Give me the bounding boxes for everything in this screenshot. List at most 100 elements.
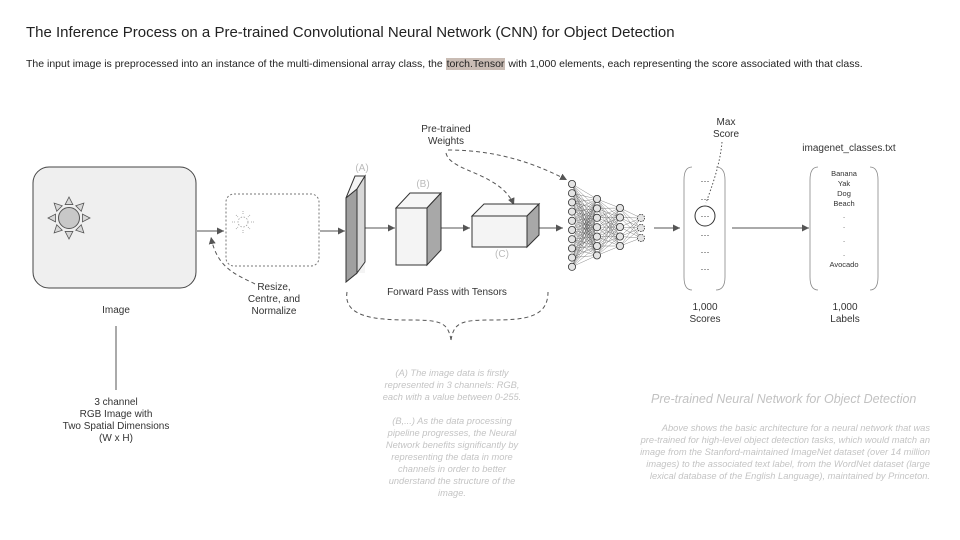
network-edge	[619, 217, 642, 247]
preprocess-label: Resize, Centre, and Normalize	[235, 282, 313, 318]
network-node	[616, 222, 625, 231]
weights-to-c-curve	[445, 152, 515, 206]
network-edge	[596, 217, 621, 256]
forward-pass-brace	[346, 291, 549, 341]
sun-ray	[53, 224, 63, 234]
note-line: pipeline progresses, the Neural	[387, 428, 517, 438]
class-vdots: . . . .	[814, 211, 874, 259]
network-edge	[571, 208, 598, 267]
side-note-line: Above shows the basic architecture for a…	[661, 423, 930, 433]
network-node	[568, 225, 577, 234]
network-edge	[596, 207, 621, 247]
tensor-b	[394, 191, 443, 267]
network-edge	[596, 236, 621, 256]
network-edge	[619, 217, 642, 237]
sun-icon	[47, 196, 91, 240]
network-edge	[571, 198, 598, 221]
network-edge	[596, 207, 621, 228]
labels-label-line: 1,000	[832, 302, 858, 313]
weights-line: Weights	[428, 136, 464, 147]
side-note-line: lexical database of the English Language…	[649, 471, 930, 481]
preprocess-line: Normalize	[251, 306, 297, 317]
side-title: Pre-trained Neural Network for Object De…	[651, 392, 917, 406]
scores-label-line: Scores	[689, 314, 721, 325]
network-edge	[571, 245, 598, 267]
network-edge	[571, 198, 598, 231]
preprocess-line: Resize,	[257, 282, 291, 293]
side-note-line: image from the Stanford-maintained Image…	[640, 447, 930, 457]
image-desc-line: (W x H)	[99, 433, 133, 444]
network-node	[593, 194, 602, 203]
network-node	[568, 216, 577, 225]
note-line: Network benefits significantly by	[385, 440, 519, 450]
image-desc-line: RGB Image with	[79, 409, 153, 420]
note-line: channels in order to better	[397, 464, 506, 474]
classes-file-label: imagenet_classes.txt	[802, 143, 896, 154]
note-line: represented in 3 channels: RGB,	[384, 380, 520, 390]
network-node	[568, 179, 577, 188]
image-label: Image	[102, 305, 130, 316]
labels-count-label: 1,000 Labels	[822, 302, 868, 326]
stage-b-label: (B)	[416, 179, 430, 190]
network-node	[568, 189, 577, 198]
pretrained-weights-label: Pre-trained Weights	[408, 124, 484, 148]
class-item: Beach	[833, 199, 855, 208]
image-desc-line: 3 channel	[94, 397, 138, 408]
sun-ray	[82, 213, 91, 223]
note-line: (B,...) As the data processing	[392, 416, 512, 426]
intro-text: The input image is preprocessed into an …	[26, 58, 886, 71]
score-dots: …	[700, 245, 710, 256]
max-score-dots: …	[700, 209, 710, 220]
network-edge	[571, 255, 598, 267]
score-dots: …	[700, 174, 710, 185]
score-dots: …	[700, 262, 710, 273]
network-edge	[619, 227, 642, 247]
class-item-last: Avocado	[829, 260, 859, 269]
vdot: .	[842, 249, 846, 258]
class-item: Dog	[837, 189, 851, 198]
network-node	[593, 213, 602, 222]
network-node	[637, 223, 646, 232]
network-edge	[571, 217, 598, 267]
faded-sun-icon	[232, 211, 254, 233]
notes-block: (A) The image data is firstly represente…	[342, 367, 562, 511]
tensor-c	[470, 202, 541, 249]
max-score-line: Score	[712, 129, 740, 140]
network-node	[568, 207, 577, 216]
network-edge	[571, 227, 598, 267]
sun-ray	[64, 231, 74, 240]
network-edge	[596, 207, 621, 237]
network-node	[593, 204, 602, 213]
network-node	[568, 198, 577, 207]
note-line: image.	[438, 488, 466, 498]
image-desc-line: Two Spatial Dimensions	[62, 421, 170, 432]
network-edge	[571, 198, 598, 258]
network-node	[593, 232, 602, 241]
input-image	[32, 166, 197, 289]
class-item: Banana	[831, 169, 857, 178]
network-edges	[571, 183, 642, 267]
labels-label-line: Labels	[830, 314, 860, 325]
side-note: Above shows the basic architecture for a…	[585, 422, 930, 482]
network-edge	[571, 198, 598, 212]
vdot: .	[842, 235, 846, 244]
sun-ray	[53, 202, 63, 212]
max-score-circle	[694, 205, 716, 227]
vdot: .	[842, 221, 846, 230]
note-b: (B,...) As the data processing pipeline …	[342, 415, 562, 499]
network-edge	[596, 198, 621, 209]
preprocess-dashed-curve	[208, 236, 256, 285]
network-edge	[596, 245, 621, 256]
class-item: Yak	[837, 179, 851, 188]
side-note-line: images) to the associated text label, fr…	[646, 459, 930, 469]
side-note-line: pre-trained for high-level object detect…	[640, 435, 930, 445]
network-node	[568, 253, 577, 262]
note-line: (A) The image data is firstly	[395, 368, 509, 378]
network-edge	[596, 207, 621, 256]
note-line: each with a value between 0-255.	[382, 392, 522, 402]
labels-panel	[809, 166, 879, 291]
preprocess-line: Centre, and	[247, 294, 301, 305]
weights-to-network-curve	[447, 149, 568, 181]
network-node	[616, 203, 625, 212]
network-edge	[571, 198, 598, 240]
